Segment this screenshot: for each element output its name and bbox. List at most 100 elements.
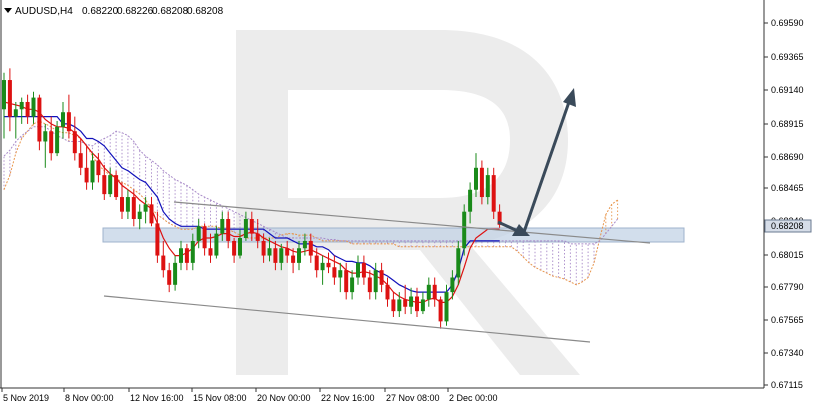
candle [432,277,437,307]
candle [285,240,290,263]
candle-body [208,248,213,256]
candle [279,243,284,271]
candle [361,255,366,285]
candle [409,287,414,315]
svg-text:0.68208: 0.68208 [771,221,804,231]
watermark-logo [236,30,580,375]
candle-body [474,167,478,190]
candle [19,97,24,124]
time-tick: 8 Nov 00:00 [63,388,114,403]
price-axis[interactable]: 0.69590 0.69365 0.69140 0.68915 0.68690 … [764,18,804,390]
candle-body [285,248,290,256]
price-tick: 0.67115 [764,380,803,390]
candle [202,223,207,256]
svg-text:0.68915: 0.68915 [771,119,804,129]
ohlc-close: 0.68208 [187,6,224,17]
candle [167,262,172,293]
candle [120,182,124,219]
candle-body [367,277,372,293]
candle [462,204,467,256]
candle-body [114,175,119,198]
support-resistance-zone[interactable] [102,227,685,243]
candle-body [479,167,484,198]
candle [344,262,349,300]
candle-body [149,204,154,224]
candle-body [196,226,201,241]
candle-body [232,240,237,256]
candlestick-series [2,68,502,329]
candle-body [155,223,160,256]
candle-body [96,160,101,176]
candle-body [120,197,124,212]
candle [397,292,402,317]
candle [84,145,89,190]
candle-body [102,175,107,195]
svg-text:2 Dec 00:00: 2 Dec 00:00 [449,393,498,403]
candle [438,296,443,329]
time-axis[interactable]: 5 Nov 2019 8 Nov 00:00 12 Nov 16:00 15 N… [1,388,498,403]
candle [261,233,266,263]
ohlc-high: 0.68226 [117,6,154,17]
candle-body [238,238,242,256]
candle-body [426,284,431,300]
candle [173,255,178,291]
candle-body [7,80,12,117]
candle [13,101,18,139]
candle [208,233,213,263]
price-tick: 0.67340 [764,348,804,358]
candle-body [167,270,172,285]
candle-body [391,299,396,312]
candle-body [214,233,219,256]
candle-body [450,277,455,293]
candle [184,243,189,271]
candle [297,240,301,271]
candle-body [320,262,325,271]
candle [332,255,337,285]
forecast-down-arrow[interactable] [497,220,530,236]
candle-body [78,153,83,168]
candle [273,240,278,271]
candle [114,170,119,200]
candle-body [84,167,89,183]
candle [320,255,325,285]
candle [403,284,408,315]
candle [314,248,319,278]
candle-body [462,211,467,249]
candle [25,94,30,124]
time-tick: 22 Nov 16:00 [319,388,375,403]
candle [31,91,36,124]
candle-body [255,233,260,241]
svg-text:0.69140: 0.69140 [771,85,804,95]
channel-upper-line[interactable] [173,201,651,244]
candle-body [202,226,207,249]
chevron-down-icon[interactable] [4,8,12,13]
price-tick: 0.68015 [764,250,804,260]
candle-body [25,101,30,117]
candle-body [279,248,284,263]
candle [255,218,260,249]
candle-body [314,255,319,271]
candle-body [19,101,24,110]
svg-text:0.67565: 0.67565 [771,315,804,325]
candle [108,167,113,198]
candle [291,248,296,274]
candle-body [438,299,443,322]
time-tick: 27 Nov 08:00 [384,388,440,403]
candle-body [190,240,195,263]
candle [444,284,449,326]
candle [155,211,160,263]
price-tick: 0.69140 [764,85,804,95]
candle [179,240,183,271]
candle-body [356,262,360,278]
candle [137,204,142,230]
candle-body [179,248,183,263]
forecast-up-arrow[interactable] [522,88,576,233]
channel-lower-line[interactable] [103,295,591,343]
svg-text:0.68690: 0.68690 [771,152,804,162]
candle-body [491,175,496,212]
candle [391,292,396,317]
candle [485,167,490,205]
candle [491,167,496,219]
